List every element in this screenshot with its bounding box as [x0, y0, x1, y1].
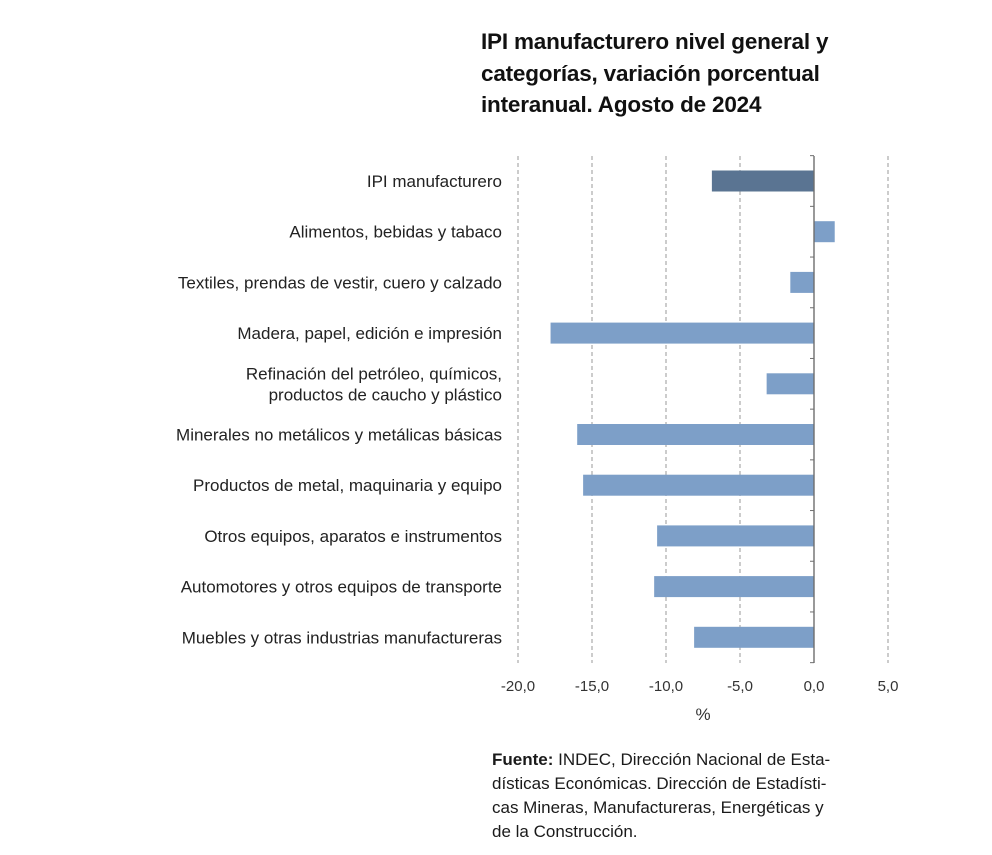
bar [711, 170, 814, 192]
source-note: Fuente: INDEC, Dirección Nacional de Est… [492, 748, 892, 844]
zero-axis [810, 155, 815, 664]
category-label: Automotores y otros equipos de transport… [181, 578, 502, 597]
x-tick-label: -15,0 [575, 678, 609, 695]
chart-title: IPI manufacturero nivel general y catego… [481, 26, 901, 121]
x-axis-label: % [695, 705, 710, 724]
category-label: Minerales no metálicos y metálicas básic… [176, 426, 502, 445]
category-label: Refinación del petróleo, químicos, [246, 364, 502, 383]
x-tick-label: -5,0 [727, 678, 753, 695]
x-tick-labels: -20,0 -15,0 -10,0 -5,0 0,0 5,0 [501, 678, 899, 695]
category-label: Alimentos, bebidas y tabaco [289, 223, 502, 242]
chart-title-line: IPI manufacturero nivel general y [481, 29, 829, 54]
x-tick-label: 5,0 [878, 678, 899, 695]
category-label: productos de caucho y plástico [269, 385, 502, 404]
category-label: Otros equipos, aparatos e instrumentos [204, 527, 502, 546]
bar [766, 373, 814, 395]
bar [550, 322, 814, 344]
bar [814, 221, 835, 243]
chart-title-line: categorías, variación porcentual [481, 60, 820, 86]
source-text: INDEC, Dirección Nacional de Esta- [553, 750, 831, 769]
x-tick-label: -20,0 [501, 678, 535, 695]
source-line: dísticas Económicas. Dirección de Estadí… [492, 774, 827, 793]
category-label: Madera, papel, edición e impresión [237, 324, 502, 343]
bar [577, 424, 814, 445]
bar [790, 271, 814, 293]
category-label: Productos de metal, maquinaria y equipo [193, 476, 502, 495]
chart-title-line: interanual. Agosto de 2024 [481, 92, 762, 117]
source-line: de la Construcción. [492, 822, 638, 841]
source-lead: Fuente: [492, 750, 554, 769]
x-tick-label: 0,0 [804, 678, 825, 695]
category-label: Muebles y otras industrias manufacturera… [182, 628, 502, 647]
bar-chart: IPI manufacturero Alimentos, bebidas y ta… [176, 155, 899, 724]
x-tick-label: -10,0 [649, 678, 683, 695]
category-labels: IPI manufacturero Alimentos, bebidas y ta… [176, 172, 502, 647]
bar [657, 525, 814, 547]
source-line: cas Mineras, Manufactureras, Energéticas… [492, 798, 824, 817]
source-line: Fuente: INDEC, Dirección Nacional de Est… [492, 748, 892, 772]
bars [550, 170, 835, 648]
category-label: IPI manufacturero [367, 172, 502, 191]
category-label: Textiles, prendas de vestir, cuero y cal… [178, 273, 502, 292]
bar [694, 626, 814, 648]
bar [654, 576, 814, 598]
bar [583, 474, 814, 496]
